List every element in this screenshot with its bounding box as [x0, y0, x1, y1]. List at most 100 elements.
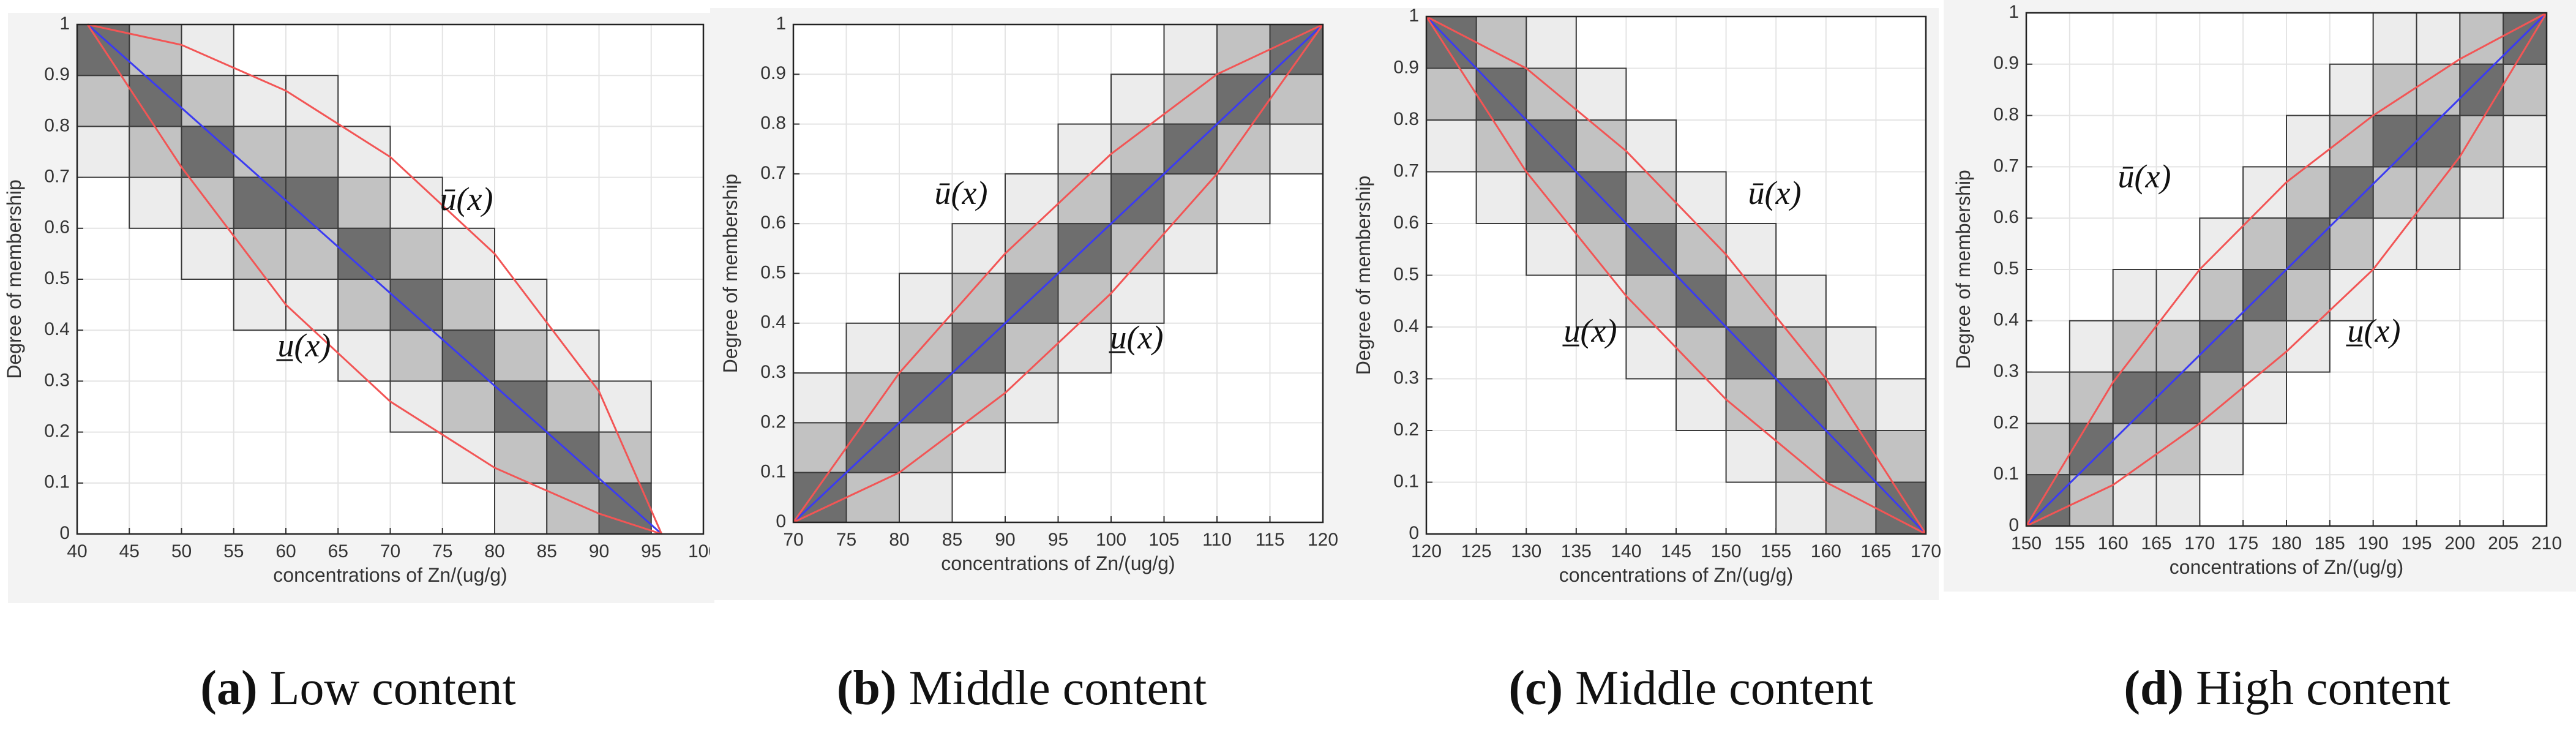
- membership-cell: [441, 329, 495, 382]
- membership-cell: [1057, 123, 1112, 175]
- y-tick-label: 0: [776, 511, 786, 532]
- membership-cell: [494, 482, 548, 535]
- membership-cell: [441, 380, 495, 433]
- membership-cell: [441, 227, 495, 280]
- x-tick-label: 90: [589, 541, 609, 562]
- membership-cell: [1725, 274, 1777, 328]
- y-tick-label: 0.2: [1393, 419, 1419, 440]
- membership-cell: [1526, 67, 1577, 121]
- membership-cell: [1475, 171, 1527, 224]
- membership-cell: [1825, 326, 1877, 380]
- membership-cell: [1216, 123, 1271, 175]
- y-tick-label: 0.5: [1993, 258, 2019, 279]
- caption-text: Middle content: [909, 661, 1207, 715]
- x-tick-label: 65: [328, 541, 348, 562]
- x-tick-label: 40: [67, 541, 87, 562]
- membership-cell: [2069, 320, 2114, 373]
- membership-cell: [1005, 173, 1059, 225]
- curve: [2025, 12, 2548, 527]
- x-tick-label: 50: [171, 541, 192, 562]
- y-tick-label: 0.1: [760, 462, 786, 482]
- y-tick-label: 0.6: [1993, 207, 2019, 227]
- membership-cell: [285, 176, 339, 229]
- y-axis-label: Degree of membership: [719, 174, 741, 373]
- x-axis-label: concentrations of Zn/(ug/g): [941, 552, 1175, 574]
- membership-cell: [77, 24, 130, 77]
- membership-cell: [129, 176, 182, 229]
- membership-cell: [389, 227, 443, 280]
- caption: (a) Low content: [200, 661, 515, 715]
- membership-cell: [1057, 173, 1112, 225]
- x-tick-label: 100: [1096, 530, 1126, 550]
- x-tick-label: 75: [836, 530, 856, 550]
- membership-cell: [951, 422, 1006, 473]
- membership-cell: [1163, 73, 1218, 125]
- y-tick-label: 0.4: [1993, 310, 2019, 330]
- y-tick-label: 1: [776, 13, 786, 34]
- x-tick-label: 80: [484, 541, 504, 562]
- x-tick-label: 55: [223, 541, 244, 562]
- x-tick-label: 150: [2011, 533, 2042, 554]
- x-tick-label: 70: [783, 530, 803, 550]
- membership-cell: [2199, 269, 2244, 321]
- curve-annotation: u̲(x): [276, 327, 331, 364]
- membership-cell: [2459, 115, 2504, 168]
- membership-cell: [2242, 371, 2288, 424]
- membership-cell: [598, 431, 652, 484]
- x-tick-label: 120: [1411, 541, 1442, 562]
- curve: [792, 23, 1324, 524]
- membership-cell: [2112, 320, 2157, 373]
- caption-label: (a): [200, 661, 257, 715]
- x-tick-label: 60: [275, 541, 296, 562]
- y-tick-label: 0.9: [760, 63, 786, 83]
- membership-cell: [2503, 115, 2548, 168]
- y-tick-label: 0.7: [760, 163, 786, 183]
- subplot: 150 155 160 165 170 175 180 185 190 195 200 205 210 0…: [1944, 0, 2576, 715]
- x-tick-label: 115: [1256, 530, 1285, 550]
- y-tick-label: 0.5: [1393, 264, 1419, 284]
- membership-cell: [845, 322, 900, 374]
- caption-label: (d): [2124, 661, 2184, 715]
- membership-cell: [2372, 166, 2417, 219]
- x-tick-label: 125: [1461, 541, 1492, 562]
- membership-cell: [285, 227, 339, 280]
- y-tick-label: 0.7: [44, 167, 70, 187]
- y-tick-label: 0.2: [44, 421, 70, 442]
- membership-cell: [181, 126, 234, 178]
- membership-cell: [1426, 67, 1477, 121]
- x-tick-label: 185: [2315, 533, 2345, 554]
- curve: [2026, 12, 2548, 527]
- membership-cell: [1057, 273, 1112, 324]
- membership-cell: [1005, 223, 1059, 274]
- curve: [1426, 15, 1927, 535]
- x-tick-label: 85: [537, 541, 557, 562]
- membership-cell: [845, 472, 900, 524]
- y-tick-label: 0.1: [44, 472, 70, 492]
- membership-cell: [494, 431, 548, 484]
- membership-cell: [389, 176, 443, 229]
- membership-cell: [2069, 371, 2114, 424]
- membership-cell: [2459, 63, 2504, 116]
- membership-cell: [1110, 223, 1165, 274]
- membership-cell: [951, 273, 1006, 324]
- membership-cell: [1725, 430, 1777, 483]
- caption: (d) High content: [2124, 661, 2450, 715]
- subplot: 40 45 50 55 60 65 70 75 80 85 90 95 10000.10.20.30.4…: [3, 13, 719, 715]
- curve-annotation: u̲(x): [1109, 319, 1164, 356]
- membership-cell: [1625, 171, 1677, 224]
- membership-cell: [1426, 119, 1477, 173]
- curve-annotation: ū(x): [2118, 158, 2171, 195]
- membership-cell: [494, 329, 548, 382]
- membership-cell: [2199, 371, 2244, 424]
- membership-cell: [1775, 326, 1827, 380]
- axes-frame: [76, 23, 705, 535]
- membership-cell: [77, 75, 130, 127]
- x-tick-label: 105: [1148, 530, 1179, 550]
- membership-cell: [337, 329, 391, 382]
- x-tick-label: 190: [2358, 533, 2389, 554]
- membership-cell: [2242, 320, 2288, 373]
- y-tick-label: 1: [1409, 6, 1419, 26]
- x-tick-label: 75: [432, 541, 452, 562]
- membership-cell: [845, 372, 900, 424]
